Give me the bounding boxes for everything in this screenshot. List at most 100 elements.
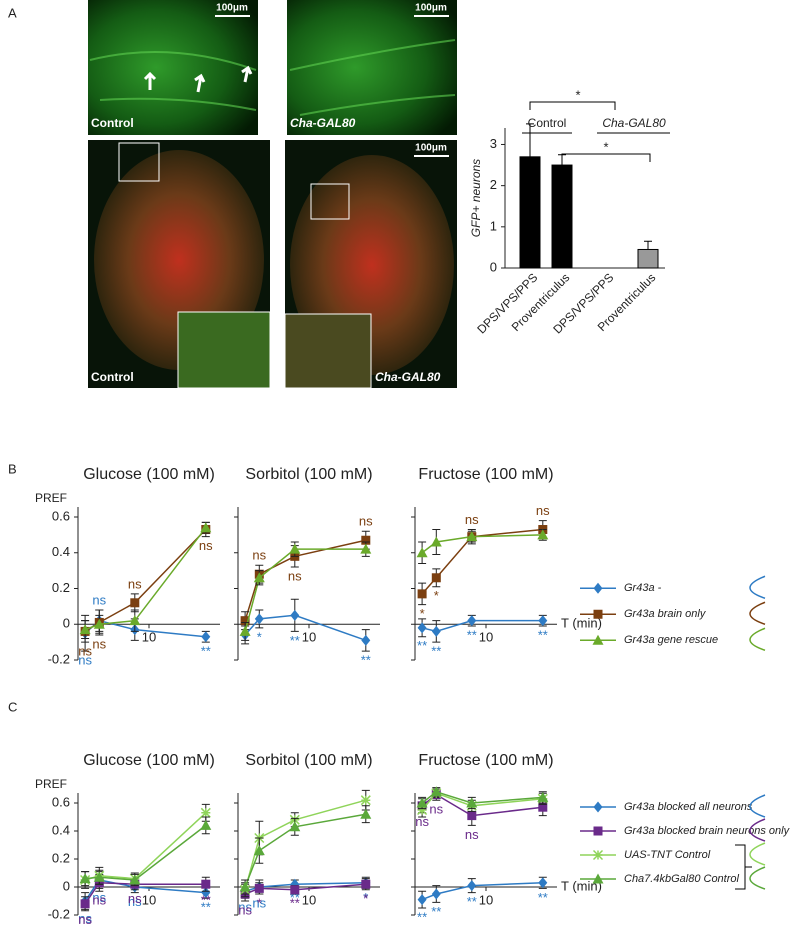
- significance: ns: [78, 644, 92, 659]
- group-label: Cha-GAL80: [602, 116, 666, 130]
- image-label: Control: [91, 116, 134, 130]
- marker: [253, 572, 265, 583]
- marker: [201, 887, 211, 899]
- marker: [431, 888, 441, 900]
- marker: [466, 531, 478, 542]
- marker: [200, 522, 212, 533]
- marker: [254, 613, 264, 625]
- marker: [93, 618, 105, 629]
- marker: [431, 573, 441, 583]
- significance: ns: [288, 568, 302, 583]
- bar: [637, 248, 659, 269]
- marker: [361, 634, 371, 646]
- significance: **: [201, 644, 211, 659]
- significance: ns: [78, 653, 92, 668]
- scale-bar-label: 100μm: [415, 3, 447, 14]
- marker: [360, 808, 372, 819]
- significance: *: [603, 139, 608, 154]
- series-line: [244, 799, 366, 890]
- y-tick-label: -0.2: [48, 651, 70, 666]
- series-line: [244, 614, 367, 642]
- series-line: [85, 824, 207, 881]
- marker: [201, 631, 211, 643]
- significance: ns: [252, 548, 266, 563]
- image-label: Cha-GAL80: [375, 370, 441, 384]
- series-line: [421, 882, 543, 901]
- x-axis-label: T (min): [561, 878, 602, 893]
- y-tick-label: 0.6: [52, 794, 70, 809]
- marker: [361, 535, 371, 545]
- marker: [360, 795, 371, 806]
- significance: **: [417, 638, 427, 653]
- y-tick-label: 3: [490, 136, 497, 151]
- significance: ns: [199, 538, 213, 553]
- significance: ns: [238, 900, 252, 915]
- significance: *: [257, 895, 262, 910]
- proboscis-icon: [749, 866, 766, 890]
- significance: *: [257, 629, 262, 644]
- legend-label: UAS-TNT Control: [624, 849, 711, 861]
- series-line: [244, 882, 366, 892]
- marker: [361, 879, 371, 889]
- marker: [129, 874, 141, 885]
- x-tick-label: 10: [479, 892, 493, 907]
- y-tick-label: 2: [490, 177, 497, 192]
- marker: [592, 873, 604, 884]
- x-tick-label: 10: [142, 892, 156, 907]
- significance-bracket: [561, 153, 651, 162]
- chart-title: Sorbitol (100 mM): [245, 752, 372, 769]
- significance: *: [363, 890, 368, 905]
- marker: [430, 786, 442, 797]
- legend-label: Gr43a -: [624, 582, 662, 594]
- series-line: [84, 882, 206, 905]
- error-bar: [644, 240, 652, 250]
- significance: **: [538, 627, 548, 642]
- significance: **: [431, 904, 441, 919]
- proboscis-icon: [749, 818, 766, 842]
- significance: ns: [429, 802, 443, 817]
- legend-label: Gr43a brain only: [624, 608, 707, 620]
- x-tick-label: 10: [302, 630, 316, 645]
- series-line: [421, 619, 543, 633]
- marker: [538, 877, 548, 889]
- significance: ns: [128, 576, 142, 591]
- significance: ns: [465, 827, 479, 842]
- marker: [538, 802, 548, 812]
- marker: [253, 845, 265, 856]
- significance: ns: [465, 512, 479, 527]
- legend-label: Cha7.4kbGal80 Control: [624, 873, 740, 885]
- marker: [93, 871, 105, 882]
- proboscis-icon: [749, 575, 766, 599]
- y-tick-label: 0.2: [52, 580, 70, 595]
- significance: ns: [252, 895, 266, 910]
- marker: [417, 589, 427, 599]
- significance: ns: [92, 636, 106, 651]
- marker: [592, 849, 604, 861]
- significance: **: [201, 900, 211, 915]
- marker: [593, 826, 603, 836]
- series-line: [244, 539, 366, 621]
- marker: [290, 885, 300, 895]
- y-tick-label: 0.2: [52, 850, 70, 865]
- marker: [240, 616, 250, 626]
- marker: [200, 819, 212, 830]
- significance: ns: [78, 911, 92, 926]
- significance: ns: [536, 503, 550, 518]
- series-line: [244, 548, 366, 632]
- chart-title: Fructose (100 mM): [418, 466, 553, 483]
- significance: ns: [238, 902, 252, 917]
- chart-title: Sorbitol (100 mM): [245, 466, 372, 483]
- y-axis-label: PREF: [35, 777, 67, 791]
- x-tick-label: 10: [142, 630, 156, 645]
- y-tick-label: 0.6: [52, 508, 70, 523]
- bar: [519, 156, 541, 269]
- series-line: [421, 534, 543, 554]
- significance: **: [467, 627, 477, 642]
- marker: [360, 543, 372, 554]
- marker: [538, 615, 548, 627]
- legend-label: Gr43a blocked all neurons: [624, 801, 753, 813]
- significance: ns: [92, 893, 106, 908]
- marker: [130, 598, 140, 608]
- marker: [129, 615, 141, 626]
